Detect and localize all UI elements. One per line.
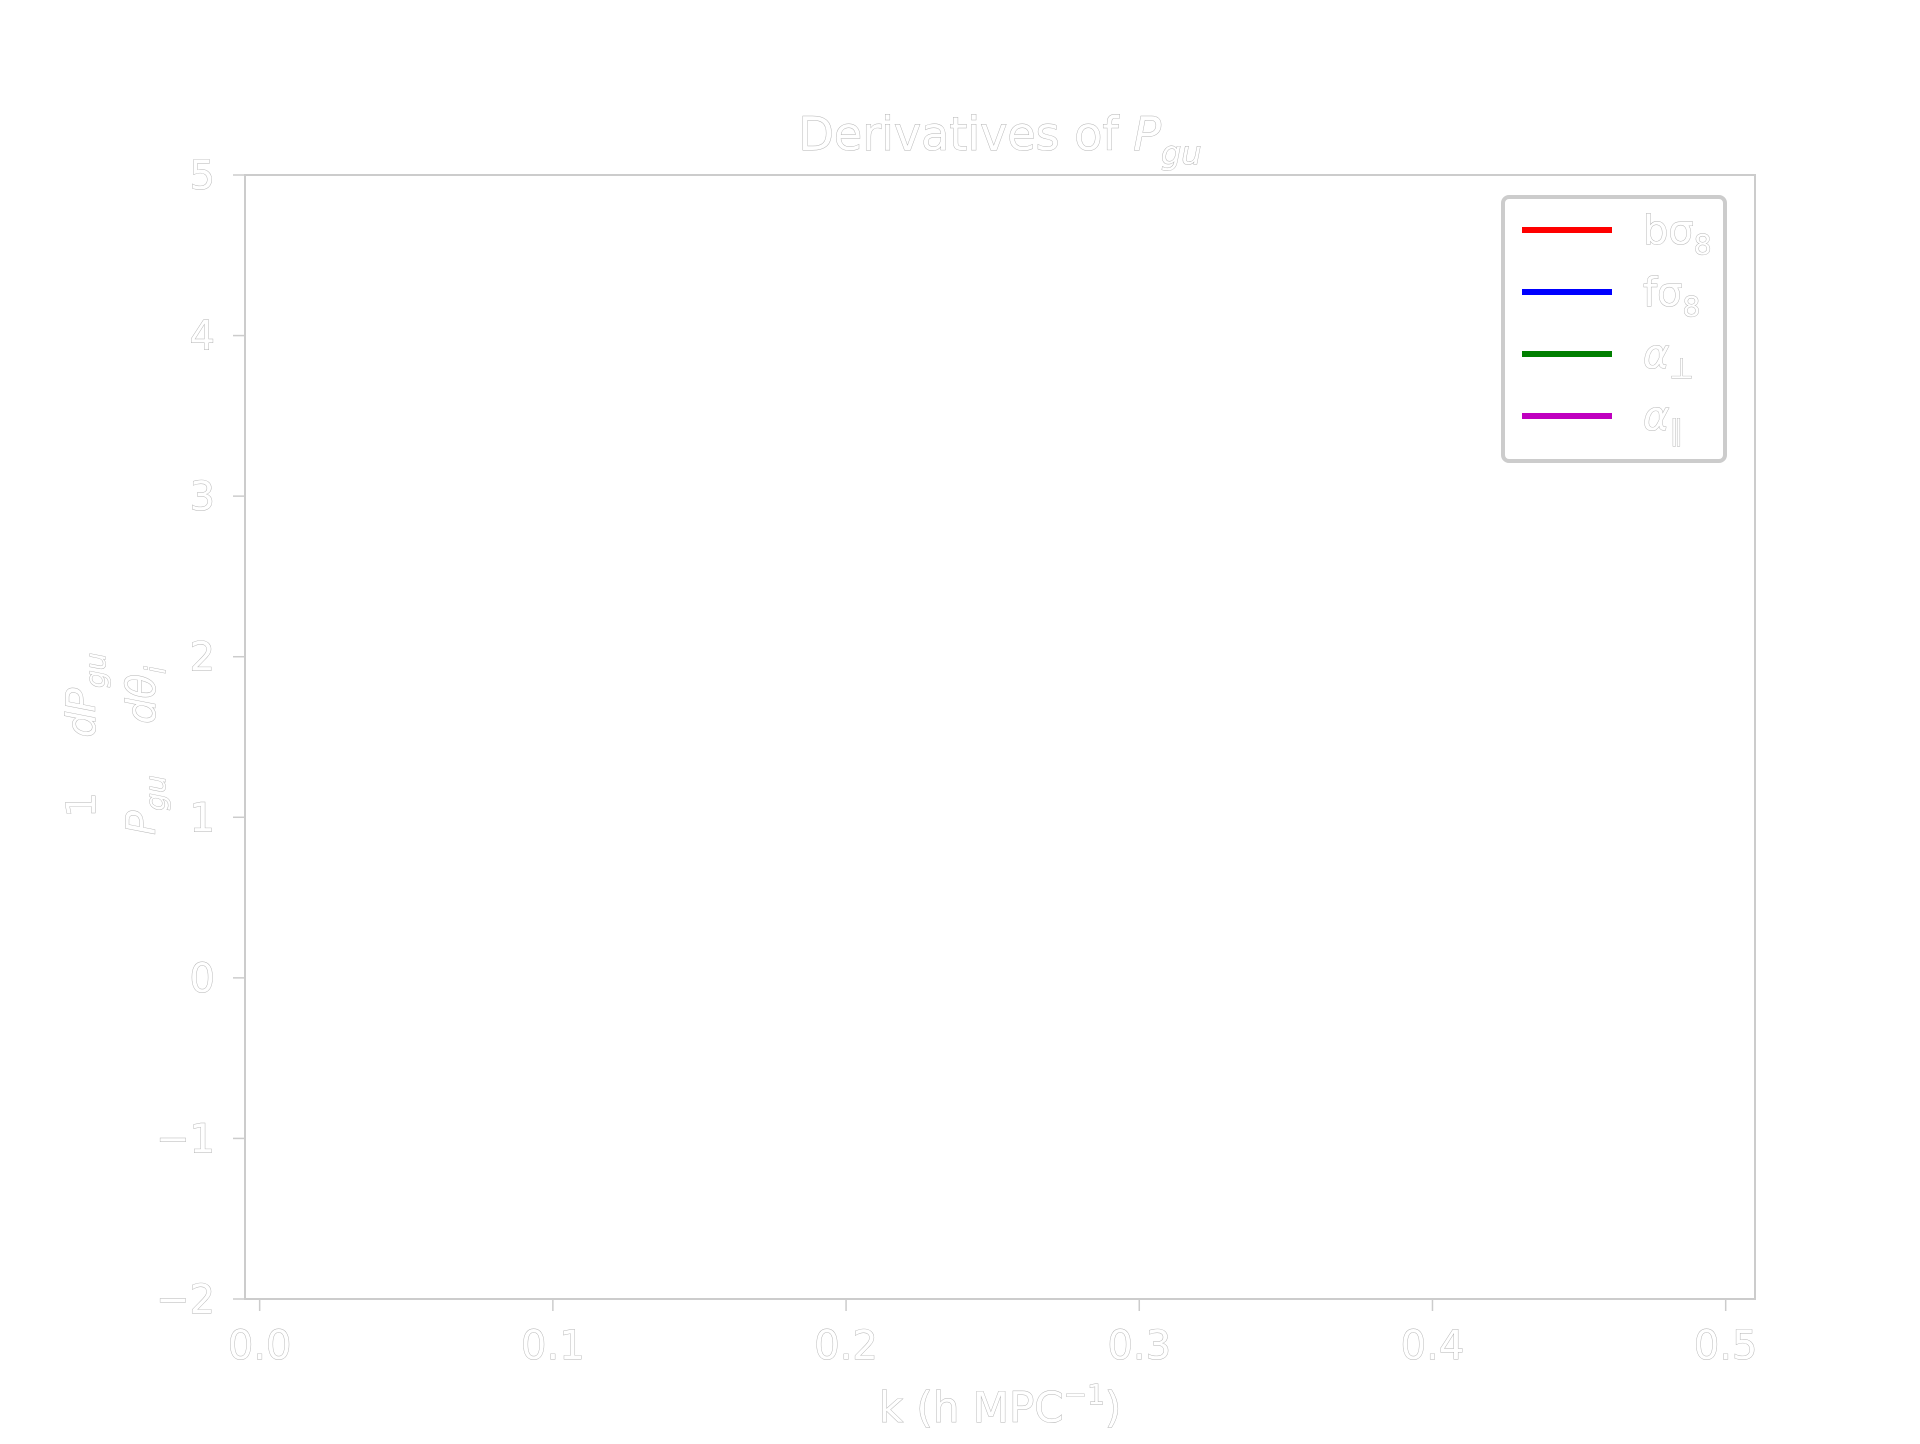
y-label-dden: dθi xyxy=(119,666,172,724)
y-tick-label: −2 xyxy=(156,1277,215,1323)
chart-title: Derivatives of Pgu xyxy=(798,107,1201,172)
legend-label: α∥ xyxy=(1643,394,1683,447)
x-tick-label: 0.1 xyxy=(521,1323,585,1369)
chart-title-main: Derivatives of xyxy=(798,107,1133,161)
y-tick-label: 0 xyxy=(190,956,215,1002)
x-tick-label: 0.0 xyxy=(228,1323,292,1369)
y-axis-label: 1 Pgu dPgu dθi xyxy=(59,652,173,835)
y-tick-label: 3 xyxy=(190,474,215,520)
y-axis-ticks: −2 −1 0 1 2 3 4 5 xyxy=(156,153,245,1323)
chart-title-sub: gu xyxy=(1161,134,1202,172)
y-tick-label: −1 xyxy=(156,1116,215,1162)
x-axis-label-sup: −1 xyxy=(1064,1378,1105,1411)
x-tick-label: 0.3 xyxy=(1107,1323,1171,1369)
x-tick-label: 0.4 xyxy=(1401,1323,1465,1369)
legend-box xyxy=(1501,195,1727,463)
plot-area-frame xyxy=(244,174,1756,1300)
y-tick-label: 5 xyxy=(190,153,215,199)
x-axis-label-main: k (h MPC xyxy=(879,1383,1064,1432)
y-tick-label: 1 xyxy=(190,795,215,841)
x-tick-label: 0.5 xyxy=(1694,1323,1758,1369)
x-tick-label: 0.2 xyxy=(814,1323,878,1369)
legend: bσ8 fσ8 α⊥ α∥ xyxy=(1501,195,1727,463)
legend-items: bσ8 fσ8 α⊥ α∥ xyxy=(1522,208,1712,447)
y-label-p: Pgu xyxy=(119,775,172,835)
chart-title-var: P xyxy=(1133,107,1161,161)
legend-label: fσ8 xyxy=(1643,270,1700,323)
y-tick-label: 2 xyxy=(190,635,215,681)
y-tick-label: 4 xyxy=(190,314,215,360)
x-axis-ticks: 0.0 0.1 0.2 0.3 0.4 0.5 xyxy=(227,1299,1758,1369)
x-axis-label-tail: ) xyxy=(1105,1383,1121,1432)
legend-label: bσ8 xyxy=(1643,208,1712,261)
legend-label: α⊥ xyxy=(1643,332,1694,385)
y-label-one: 1 xyxy=(59,792,105,817)
x-axis-label: k (h MPC−1) xyxy=(879,1378,1122,1432)
y-label-dnum: dPgu xyxy=(59,652,112,737)
